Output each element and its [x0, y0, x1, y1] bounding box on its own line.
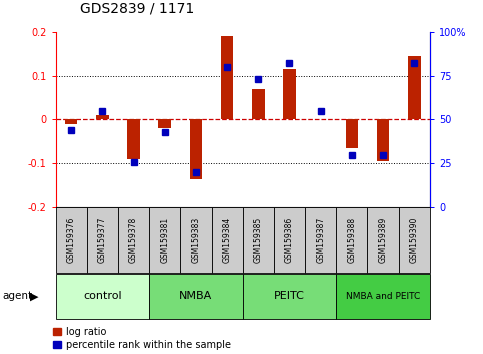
- Bar: [149, 274, 242, 319]
- Bar: [252, 89, 265, 120]
- Bar: [56, 207, 87, 273]
- Text: control: control: [83, 291, 122, 302]
- Bar: [368, 207, 398, 273]
- Bar: [274, 207, 305, 273]
- Text: agent: agent: [2, 291, 32, 302]
- Bar: [180, 207, 212, 273]
- Text: GSM159378: GSM159378: [129, 217, 138, 263]
- Text: GSM159385: GSM159385: [254, 217, 263, 263]
- Bar: [398, 207, 430, 273]
- Bar: [408, 56, 421, 120]
- Bar: [96, 115, 109, 120]
- Bar: [56, 274, 149, 319]
- Bar: [242, 274, 336, 319]
- Bar: [190, 120, 202, 179]
- Text: GDS2839 / 1171: GDS2839 / 1171: [80, 2, 194, 16]
- Text: GSM159390: GSM159390: [410, 217, 419, 263]
- Text: GSM159388: GSM159388: [347, 217, 356, 263]
- Text: NMBA: NMBA: [179, 291, 213, 302]
- Text: GSM159381: GSM159381: [160, 217, 169, 263]
- Text: GSM159377: GSM159377: [98, 217, 107, 263]
- Bar: [87, 207, 118, 273]
- Bar: [305, 207, 336, 273]
- Bar: [283, 69, 296, 120]
- Legend: log ratio, percentile rank within the sample: log ratio, percentile rank within the sa…: [53, 327, 231, 350]
- Bar: [221, 36, 233, 120]
- Bar: [65, 120, 77, 124]
- Text: GSM159387: GSM159387: [316, 217, 325, 263]
- Bar: [212, 207, 242, 273]
- Text: GSM159384: GSM159384: [223, 217, 232, 263]
- Text: GSM159386: GSM159386: [285, 217, 294, 263]
- Bar: [149, 207, 180, 273]
- Bar: [336, 207, 368, 273]
- Text: PEITC: PEITC: [274, 291, 305, 302]
- Text: GSM159389: GSM159389: [379, 217, 387, 263]
- Bar: [346, 120, 358, 148]
- Bar: [158, 120, 171, 128]
- Bar: [377, 120, 389, 161]
- Text: ▶: ▶: [30, 291, 39, 302]
- Bar: [242, 207, 274, 273]
- Text: GSM159376: GSM159376: [67, 217, 76, 263]
- Text: NMBA and PEITC: NMBA and PEITC: [346, 292, 420, 301]
- Text: GSM159383: GSM159383: [191, 217, 200, 263]
- Bar: [128, 120, 140, 159]
- Bar: [118, 207, 149, 273]
- Bar: [336, 274, 430, 319]
